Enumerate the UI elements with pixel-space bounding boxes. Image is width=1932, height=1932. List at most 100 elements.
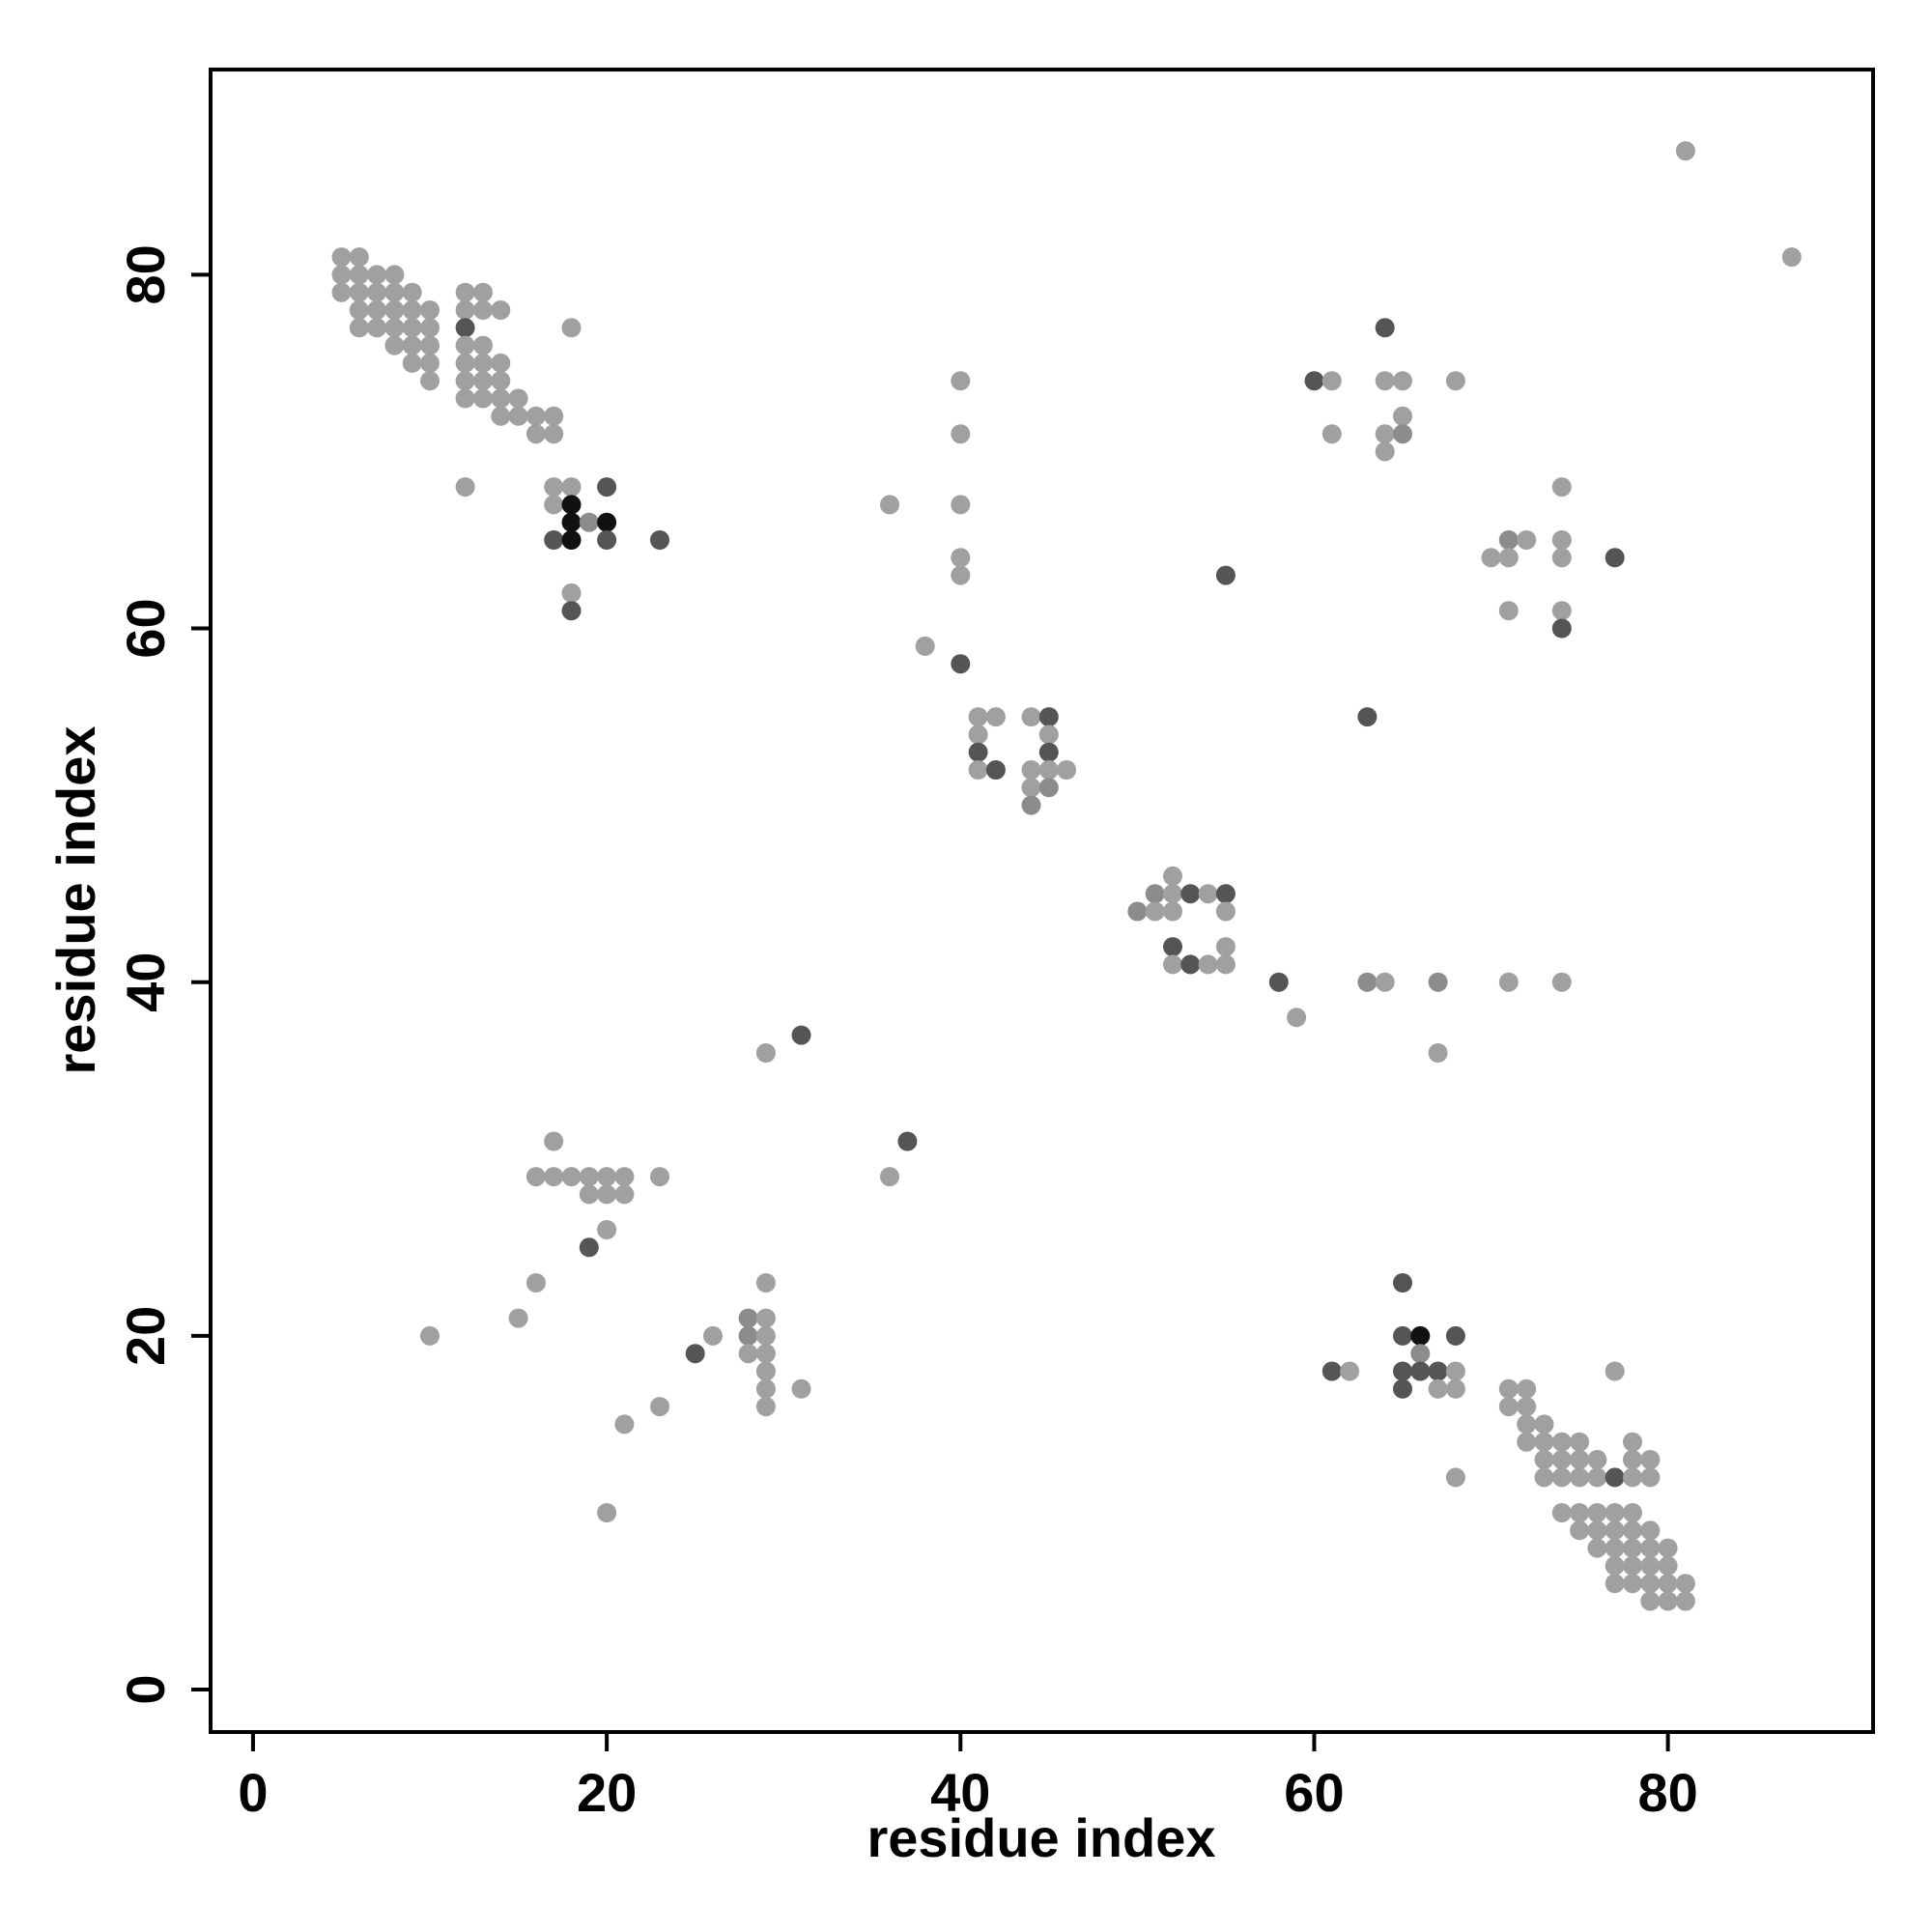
data-point [1605,1555,1625,1576]
data-point [1623,1555,1642,1576]
data-point [1375,424,1395,444]
data-point [349,247,369,268]
data-point [1570,1450,1590,1469]
data-point [1481,548,1501,568]
y-tick-label: 80 [115,244,176,304]
data-point [1268,972,1289,992]
data-point [1357,707,1378,727]
data-point [1021,707,1041,727]
data-point [1057,760,1077,780]
data-point [526,1273,546,1293]
data-point [561,512,582,532]
data-point [880,1167,899,1187]
data-point [1640,1520,1661,1541]
data-point [491,371,511,391]
data-point [455,318,475,338]
x-tick-label: 40 [930,1762,990,1823]
data-point [1517,1397,1537,1417]
data-point [1304,371,1324,391]
data-point [402,282,422,302]
data-point [1570,1467,1590,1488]
data-point [1445,371,1465,391]
data-point [1021,760,1041,780]
data-point [455,300,475,320]
data-point [755,1043,776,1063]
data-point [473,300,493,320]
data-point [455,477,475,497]
data-point [685,1344,705,1364]
data-point [1498,1397,1519,1417]
data-point [1675,1591,1695,1611]
data-point [579,512,599,532]
data-point [1640,1574,1661,1594]
data-point [420,318,440,338]
plot-frame [209,68,1875,1734]
data-point [1393,424,1412,444]
data-point [1517,1432,1537,1452]
data-point [614,1167,635,1187]
data-point [755,1273,776,1293]
data-point [349,300,369,320]
data-point [951,424,971,444]
data-point [331,282,352,302]
data-point [544,424,564,444]
data-point [1551,477,1572,497]
data-point [1410,1361,1431,1381]
data-point [1393,1325,1412,1346]
data-point [402,300,422,320]
data-point [544,495,564,515]
data-point [455,388,475,409]
x-axis: 0 20 40 60 80 [238,1732,1698,1823]
data-point [1551,1450,1572,1469]
data-point [544,530,564,550]
data-point [367,265,387,285]
x-tick-label: 60 [1284,1762,1344,1823]
data-point [1551,601,1572,621]
data-point [650,530,669,550]
data-point [1393,1273,1412,1293]
data-point [1623,1538,1642,1558]
data-point [1570,1503,1590,1522]
data-point [1605,1574,1625,1594]
data-point [544,406,564,426]
data-point [1375,972,1395,992]
data-point [1587,1467,1607,1488]
data-point [491,388,511,409]
data-point [1551,530,1572,550]
data-point [1428,1361,1448,1381]
data-point [1038,707,1059,727]
data-point [650,1397,669,1417]
data-point [1215,901,1236,922]
y-tick-label: 20 [115,1306,176,1366]
data-point [1215,565,1236,585]
data-point [1587,1450,1607,1469]
data-point [1498,530,1519,550]
data-point [755,1325,776,1346]
data-point [703,1325,723,1346]
data-point [1587,1538,1607,1558]
data-point [473,353,493,373]
data-point [1038,724,1059,745]
data-point [1198,954,1218,975]
data-point [402,318,422,338]
data-point [1038,778,1059,798]
data-point [1551,618,1572,639]
data-point [597,477,617,497]
data-point [561,495,582,515]
data-point [508,388,528,409]
data-point [1038,742,1059,762]
data-point [1640,1467,1661,1488]
data-point [791,1378,811,1399]
data-point [384,318,405,338]
data-point [1605,1361,1625,1381]
data-point [561,477,582,497]
data-point [1623,1450,1642,1469]
data-point [968,707,988,727]
data-point [561,1167,582,1187]
data-point [597,1503,617,1522]
data-point [349,282,369,302]
data-point [1410,1325,1431,1346]
data-point [508,1308,528,1328]
data-point [367,282,387,302]
